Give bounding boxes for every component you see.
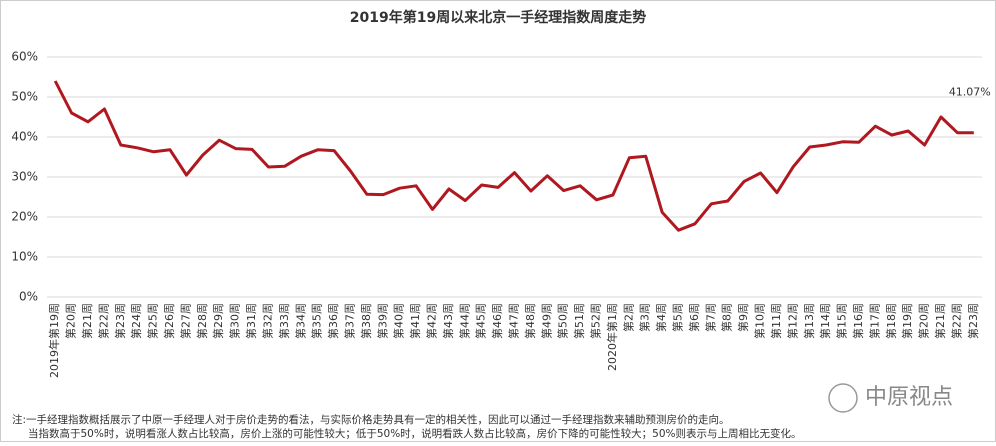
- x-tick-label: 第32周: [260, 303, 274, 339]
- x-tick-label: 第18周: [884, 303, 898, 339]
- x-tick-label: 第21周: [80, 303, 94, 339]
- x-tick-label: 第34周: [293, 303, 307, 339]
- x-tick-label: 第47周: [507, 303, 521, 339]
- x-tick-label: 第26周: [162, 303, 176, 339]
- x-tick-label: 2019年第19周: [47, 303, 61, 378]
- x-tick-label: 第50周: [556, 303, 570, 339]
- x-tick-label: 第35周: [310, 303, 324, 339]
- note-line: 当指数高于50%时，说明看涨人数占比较高，房价上涨的可能性较大；低于50%时，说…: [28, 427, 802, 440]
- x-tick-label: 第22周: [949, 303, 963, 339]
- x-tick-label: 第46周: [490, 303, 504, 339]
- x-tick-label: 第8周: [720, 303, 734, 332]
- x-tick-label: 第20周: [64, 303, 78, 339]
- x-tick-label: 第23周: [966, 303, 980, 339]
- x-tick-label: 第19周: [900, 303, 914, 339]
- x-tick-label: 第13周: [802, 303, 816, 339]
- x-tick-label: 第7周: [703, 303, 717, 332]
- note-line: 注:一手经理指数概括展示了中原一手经理人对于房价走势的看法，与实际价格走势具有一…: [12, 413, 730, 426]
- x-tick-label: 第33周: [277, 303, 291, 339]
- x-tick-label: 第6周: [687, 303, 701, 332]
- y-tick-label: 0%: [19, 290, 38, 304]
- y-tick-label: 60%: [11, 50, 38, 64]
- x-tick-label: 第36周: [326, 303, 340, 339]
- x-tick-label: 第28周: [195, 303, 209, 339]
- x-tick-label: 第38周: [359, 303, 373, 339]
- x-tick-label: 第17周: [867, 303, 881, 339]
- x-tick-label: 第16周: [851, 303, 865, 339]
- x-tick-label: 第14周: [818, 303, 832, 339]
- y-tick-label: 10%: [11, 250, 38, 264]
- x-tick-label: 第48周: [523, 303, 537, 339]
- x-tick-label: 第52周: [589, 303, 603, 339]
- x-tick-label: 2020年第1周: [605, 303, 619, 371]
- x-tick-label: 第30周: [228, 303, 242, 339]
- chart-title: 2019年第19周以来北京一手经理指数周度走势: [350, 9, 646, 26]
- x-tick-label: 第4周: [654, 303, 668, 332]
- x-tick-label: 第22周: [96, 303, 110, 339]
- x-tick-label: 第5周: [671, 303, 685, 332]
- x-tick-label: 第39周: [375, 303, 389, 339]
- x-tick-label: 第49周: [539, 303, 553, 339]
- x-tick-label: 第15周: [835, 303, 849, 339]
- x-tick-label: 第3周: [638, 303, 652, 332]
- x-tick-label: 第9周: [736, 303, 750, 332]
- x-tick-label: 第29周: [211, 303, 225, 339]
- x-tick-label: 第24周: [129, 303, 143, 339]
- x-tick-label: 第23周: [113, 303, 127, 339]
- x-tick-label: 第31周: [244, 303, 258, 339]
- data-label: 41.07%: [949, 86, 991, 99]
- x-tick-label: 第21周: [933, 303, 947, 339]
- x-tick-label: 第20周: [917, 303, 931, 339]
- line: [53, 80, 974, 232]
- y-tick-label: 40%: [11, 130, 38, 144]
- x-tick-label: 第45周: [474, 303, 488, 339]
- x-tick-label: 第25周: [146, 303, 160, 339]
- x-tick-label: 第37周: [342, 303, 356, 339]
- x-tick-label: 第43周: [441, 303, 455, 339]
- x-tick-label: 第27周: [178, 303, 192, 339]
- x-tick-label: 第51周: [572, 303, 586, 339]
- x-tick-label: 第42周: [424, 303, 438, 339]
- x-tick-label: 第10周: [753, 303, 767, 339]
- y-tick-label: 20%: [11, 210, 38, 224]
- watermark: 中原视点: [865, 385, 953, 410]
- x-tick-label: 第44周: [457, 303, 471, 339]
- x-tick-label: 第12周: [785, 303, 799, 339]
- watermark-icon: [828, 383, 858, 413]
- x-tick-label: 第41周: [408, 303, 422, 339]
- x-tick-label: 第11周: [769, 303, 783, 339]
- y-tick-label: 30%: [11, 170, 38, 184]
- x-tick-label: 第2周: [621, 303, 635, 332]
- y-tick-label: 50%: [11, 90, 38, 104]
- x-tick-label: 第40周: [392, 303, 406, 339]
